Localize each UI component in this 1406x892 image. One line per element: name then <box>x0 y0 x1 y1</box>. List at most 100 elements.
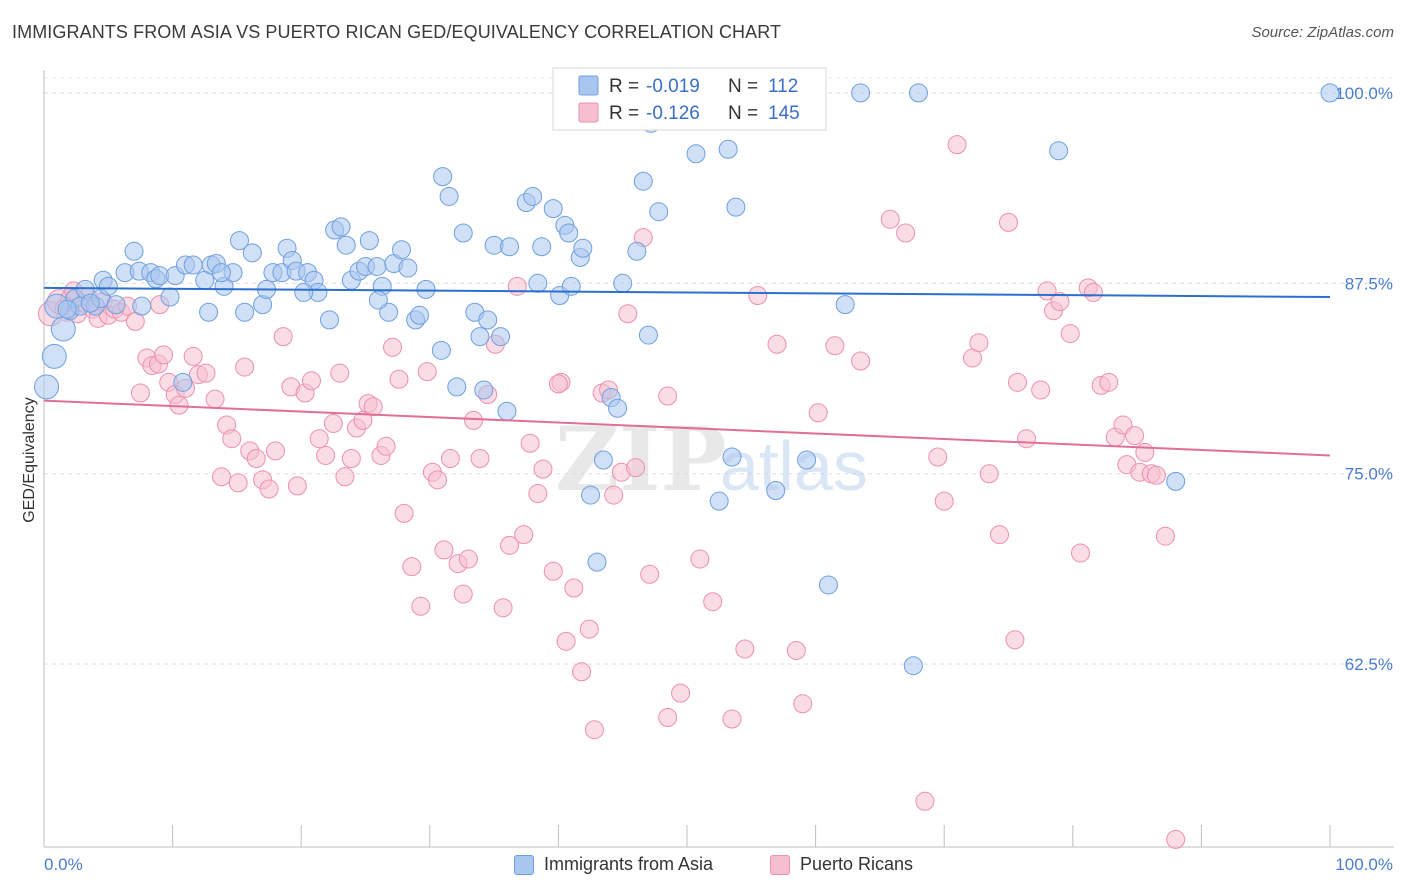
legend-label-asia: Immigrants from Asia <box>544 854 714 874</box>
pr-point <box>389 369 409 389</box>
asia-point <box>627 241 647 261</box>
pr-point <box>1166 829 1186 849</box>
pr-point <box>658 386 678 406</box>
asia-point <box>474 380 494 400</box>
pr-point <box>969 333 989 353</box>
asia-point <box>500 237 520 257</box>
pr-point <box>543 561 563 581</box>
pr-point <box>989 525 1009 545</box>
asia-point <box>722 447 742 467</box>
asia-point <box>686 144 706 164</box>
pr-point <box>411 596 431 616</box>
asia-point <box>453 223 473 243</box>
asia-point <box>34 374 60 400</box>
asia-point <box>431 340 451 360</box>
asia-point <box>649 202 669 222</box>
asia-point <box>633 171 653 191</box>
pr-point <box>341 449 361 468</box>
asia-point <box>593 450 613 470</box>
pr-point <box>316 445 336 465</box>
pr-point <box>1155 526 1175 546</box>
asia-point <box>160 287 180 307</box>
pr-point <box>533 459 553 479</box>
asia-point <box>80 293 100 313</box>
asia-point <box>98 276 118 296</box>
y-tick-label: 75.0% <box>1345 465 1393 484</box>
pr-point <box>1050 292 1070 312</box>
pr-point <box>228 473 248 493</box>
legend-n-label: N = <box>728 103 758 124</box>
y-tick-label: 87.5% <box>1345 274 1393 293</box>
legend-r-label: R = <box>609 103 639 124</box>
pr-point <box>301 371 321 391</box>
pr-point <box>564 578 584 598</box>
asia-trend-line <box>43 286 1331 299</box>
asia-point <box>398 258 418 278</box>
tick-labels: 62.5% 75.0% 87.5% 100.0% 0.0% 100.0% <box>44 84 1393 874</box>
pr-point <box>671 683 691 703</box>
legend-n-value: 112 <box>768 76 798 97</box>
asia-point <box>523 186 543 206</box>
asia-point <box>124 241 144 261</box>
pr-point <box>896 223 916 243</box>
pr-point <box>618 304 638 324</box>
asia-point <box>528 273 548 293</box>
pr-point <box>428 470 448 490</box>
pr-point <box>703 592 723 612</box>
pr-point <box>934 491 954 511</box>
legend-n-value: 145 <box>768 103 800 124</box>
legend-item-asia[interactable]: Immigrants from Asia <box>514 854 713 875</box>
asia-point <box>726 197 746 217</box>
asia-point <box>903 656 923 676</box>
pr-point <box>330 363 350 383</box>
y-tick-label: 100.0% <box>1335 84 1393 103</box>
legend-swatch-pr <box>578 102 599 123</box>
asia-point <box>379 302 399 322</box>
asia-point <box>294 282 314 302</box>
pr-point <box>548 374 568 394</box>
legend-item-pr[interactable]: Puerto Ricans <box>770 854 913 875</box>
pr-point <box>259 479 279 499</box>
asia-point <box>851 83 871 103</box>
asia-point <box>235 302 255 322</box>
pr-point <box>851 351 871 371</box>
pr-point <box>309 429 329 449</box>
legend-r-value: -0.126 <box>646 103 700 124</box>
pr-point <box>928 447 948 467</box>
pr-point <box>1071 543 1091 563</box>
asia-point <box>491 327 511 347</box>
pr-point <box>640 564 660 584</box>
pr-point <box>572 662 592 682</box>
pr-point <box>579 619 599 639</box>
pr-point <box>1135 442 1155 462</box>
x-tick-label: 0.0% <box>44 855 83 874</box>
pr-point <box>1146 465 1166 485</box>
asia-point <box>1049 141 1069 161</box>
legend-r-label: R = <box>609 76 639 97</box>
pr-point <box>626 458 646 478</box>
pr-point <box>507 276 527 296</box>
stats-legend: R = -0.019 N = 112 R = -0.126 N = 145 <box>552 67 827 131</box>
asia-point <box>532 237 552 257</box>
pr-point <box>417 362 437 382</box>
legend-label-pr: Puerto Ricans <box>800 854 914 874</box>
asia-point <box>709 491 729 511</box>
asia-point <box>433 167 453 187</box>
asia-point <box>106 295 126 315</box>
pr-point <box>1125 426 1145 446</box>
pr-point <box>947 135 967 155</box>
pr-point <box>273 327 293 347</box>
pr-point <box>1099 372 1119 392</box>
axes <box>43 70 1394 848</box>
pr-point <box>500 535 520 555</box>
source-label: Source: ZipAtlas.com <box>1251 24 1394 41</box>
pr-point <box>722 709 742 729</box>
pr-point <box>767 334 787 354</box>
asia-point <box>416 279 436 299</box>
series-legend: Immigrants from Asia Puerto Ricans <box>0 850 1406 880</box>
asia-point <box>835 295 855 315</box>
pr-point <box>584 720 604 740</box>
pr-point <box>493 598 513 618</box>
pr-point <box>196 363 216 383</box>
